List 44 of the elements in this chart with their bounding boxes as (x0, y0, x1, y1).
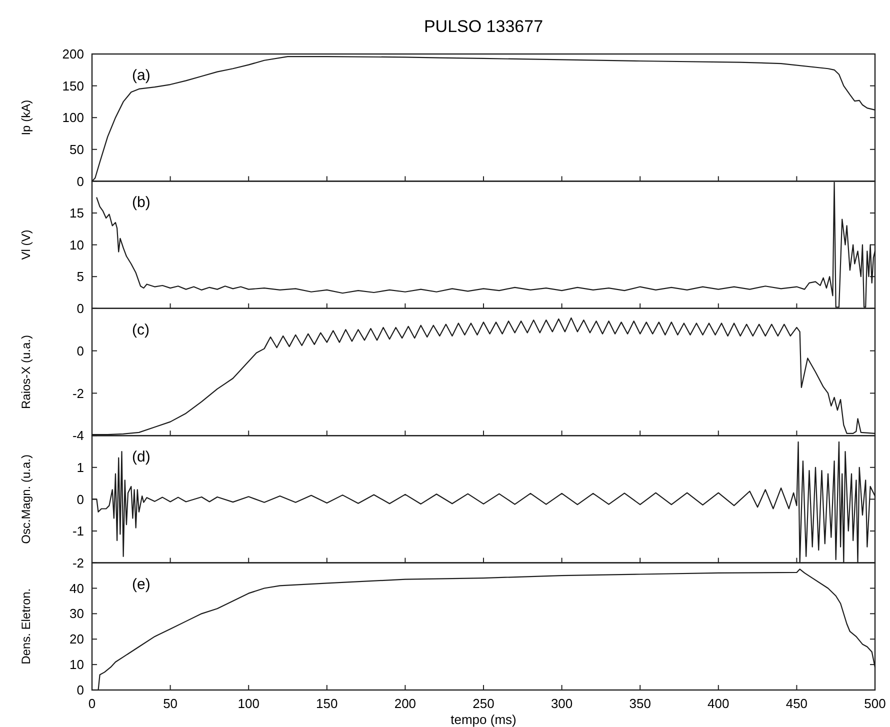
y-tick-label: 1 (76, 460, 84, 475)
y-tick-label: 0 (76, 492, 84, 507)
x-tick-label: 500 (864, 696, 886, 711)
y-tick-label: 15 (70, 206, 84, 221)
x-axis-title: tempo (ms) (450, 712, 516, 727)
y-tick-label: 40 (70, 580, 84, 596)
x-tick-label: 300 (550, 696, 573, 711)
y-tick-label: 10 (70, 657, 84, 672)
y-axis-title: Osc.Magn. (u.a.) (19, 454, 33, 544)
y-tick-label: 5 (76, 269, 84, 284)
x-tick-label: 150 (316, 696, 338, 711)
y-tick-label: 150 (62, 78, 84, 94)
y-tick-label: 0 (76, 300, 84, 316)
annotation: (e) (132, 576, 150, 593)
x-tick-label: 450 (786, 696, 808, 711)
x-tick-label: 0 (88, 696, 96, 711)
y-tick-label: 100 (62, 110, 84, 126)
annotation: (b) (132, 194, 150, 212)
annotation: (d) (132, 448, 150, 466)
y-tick-label: 0 (76, 682, 84, 698)
y-tick-label: -2 (72, 555, 84, 570)
y-tick-label: 50 (70, 142, 84, 157)
y-tick-label: 10 (70, 237, 84, 252)
y-axis-title: Ip (kA) (19, 100, 33, 136)
y-tick-label: -4 (72, 428, 84, 444)
x-tick-label: 100 (238, 696, 260, 711)
annotation: (a) (132, 67, 150, 84)
y-tick-label: 0 (76, 174, 84, 189)
x-tick-label: 350 (629, 696, 651, 711)
y-axis-title: Raios-X (u.a.) (19, 334, 33, 410)
y-axis-title: Vl (V) (19, 230, 33, 260)
y-tick-label: -2 (72, 386, 84, 401)
x-tick-label: 50 (163, 696, 178, 711)
chart-title: PULSO 133677 (424, 17, 544, 36)
annotation: (c) (132, 321, 150, 338)
y-tick-label: 200 (62, 46, 84, 62)
y-tick-label: -1 (72, 524, 84, 539)
y-tick-label: 30 (70, 606, 84, 622)
x-tick-label: 200 (394, 696, 416, 711)
y-axis-title: Dens. Eletron. (19, 588, 33, 664)
y-tick-label: 20 (70, 632, 84, 647)
x-tick-label: 250 (472, 696, 494, 711)
y-tick-label: 0 (76, 343, 84, 358)
x-tick-label: 400 (708, 696, 730, 711)
